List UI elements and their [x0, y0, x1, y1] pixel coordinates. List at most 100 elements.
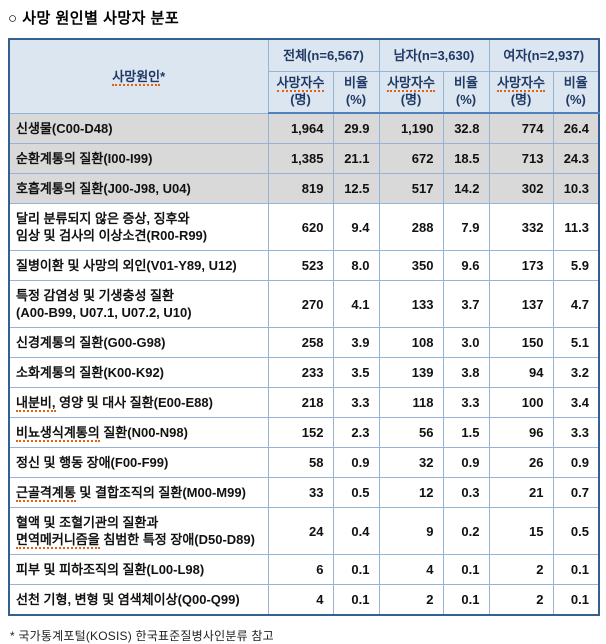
table-row: 비뇨생식계통의 질환(N00-N98) 152 2.3 56 1.5 96 3.3: [8, 417, 600, 448]
female-count-cell: 15: [488, 507, 554, 555]
misspelling-underline: 비뇨생식계통의: [16, 425, 100, 442]
cause-cell: 정신 및 행동 장애(F00-F99): [8, 447, 269, 478]
column-header-cause: 사망원인*: [8, 38, 269, 114]
female-pct-cell: 0.1: [552, 554, 600, 585]
cause-cell: 비뇨생식계통의 질환(N00-N98): [8, 417, 269, 448]
table-row: 특정 감염성 및 기생충성 질환 (A00-B99, U07.1, U07.2, …: [8, 280, 600, 328]
male-pct-cell: 0.1: [442, 584, 490, 616]
male-pct-cell: 0.3: [442, 477, 490, 508]
table-row: 내분비, 영양 및 대사 질환(E00-E88) 218 3.3 118 3.3 100 3…: [8, 387, 600, 418]
total-pct-cell: 4.1: [332, 280, 380, 328]
male-count-cell: 288: [378, 203, 444, 251]
male-pct-subheader: 비율 (%): [442, 71, 490, 114]
table-row: 근골격계통 및 결합조직의 질환(M00-M99) 33 0.5 12 0.3 21 0.7: [8, 477, 600, 508]
female-pct-cell: 3.2: [552, 357, 600, 388]
misspelling-underline: 사망자수: [387, 75, 435, 92]
male-pct-cell: 1.5: [442, 417, 490, 448]
male-pct-cell: 0.9: [442, 447, 490, 478]
female-count-cell: 302: [488, 173, 554, 204]
female-count-cell: 96: [488, 417, 554, 448]
total-pct-cell: 2.3: [332, 417, 380, 448]
total-pct-cell: 12.5: [332, 173, 380, 204]
female-pct-cell: 5.1: [552, 327, 600, 358]
female-count-cell: 26: [488, 447, 554, 478]
cause-cell: 호흡계통의 질환(J00-J98, U04): [8, 173, 269, 204]
total-count-cell: 270: [267, 280, 334, 328]
cause-cell: 피부 및 피하조직의 질환(L00-L98): [8, 554, 269, 585]
table-row: 달리 분류되지 않은 증상, 징후와 임상 및 검사의 이상소견(R00-R99)…: [8, 203, 600, 251]
total-pct-cell: 0.1: [332, 584, 380, 616]
male-count-cell: 672: [378, 143, 444, 174]
male-count-subheader: 사망자수 (명): [378, 71, 444, 114]
female-count-cell: 332: [488, 203, 554, 251]
misspelling-underline: 면역메커니즘을: [16, 532, 100, 549]
cause-cell: 내분비, 영양 및 대사 질환(E00-E88): [8, 387, 269, 418]
male-count-cell: 133: [378, 280, 444, 328]
male-count-cell: 32: [378, 447, 444, 478]
cause-cell: 신생물(C00-D48): [8, 112, 269, 144]
source-footnote: * 국가통계포털(KOSIS) 한국표준질병사인분류 참고: [10, 629, 274, 643]
total-count-cell: 258: [267, 327, 334, 358]
table-row: 호흡계통의 질환(J00-J98, U04) 819 12.5 517 14.2 302 1…: [8, 173, 600, 204]
column-header-male: 남자(n=3,630): [378, 38, 490, 72]
total-count-cell: 33: [267, 477, 334, 508]
misspelling-underline: 사망자수: [276, 75, 325, 92]
male-pct-cell: 3.7: [442, 280, 490, 328]
female-pct-cell: 5.9: [552, 250, 600, 281]
total-count-cell: 819: [267, 173, 334, 204]
female-pct-cell: 11.3: [552, 203, 600, 251]
column-header-total: 전체(n=6,567): [267, 38, 380, 72]
female-pct-cell: 3.3: [552, 417, 600, 448]
male-count-cell: 2: [378, 584, 444, 616]
death-cause-table: 사망원인* 전체(n=6,567) 남자(n=3,630) 여자(n=2,937…: [8, 38, 600, 616]
table-row: 정신 및 행동 장애(F00-F99) 58 0.9 32 0.9 26 0.9: [8, 447, 600, 478]
total-pct-cell: 9.4: [332, 203, 380, 251]
female-pct-cell: 24.3: [552, 143, 600, 174]
female-pct-subheader: 비율 (%): [552, 71, 600, 114]
male-count-cell: 1,190: [378, 112, 444, 144]
table-row: 질병이환 및 사망의 외인(V01-Y89, U12) 523 8.0 350 9.6 1…: [8, 250, 600, 281]
cause-cell: 순환계통의 질환(I00-I99): [8, 143, 269, 174]
male-pct-cell: 0.2: [442, 507, 490, 555]
male-count-cell: 9: [378, 507, 444, 555]
female-count-cell: 2: [488, 554, 554, 585]
female-pct-cell: 0.9: [552, 447, 600, 478]
table-row: 순환계통의 질환(I00-I99) 1,385 21.1 672 18.5 713 24.3: [8, 143, 600, 174]
total-count-cell: 620: [267, 203, 334, 251]
total-count-cell: 218: [267, 387, 334, 418]
female-count-cell: 21: [488, 477, 554, 508]
total-count-cell: 6: [267, 554, 334, 585]
misspelling-underline: 근골격계통: [16, 485, 76, 502]
total-pct-cell: 0.5: [332, 477, 380, 508]
cause-cell: 소화계통의 질환(K00-K92): [8, 357, 269, 388]
table-row: 혈액 및 조혈기관의 질환과 면역메커니즘을 침범한 특정 장애(D50-D89)…: [8, 507, 600, 555]
male-pct-cell: 18.5: [442, 143, 490, 174]
male-count-cell: 139: [378, 357, 444, 388]
female-pct-cell: 0.7: [552, 477, 600, 508]
total-pct-cell: 21.1: [332, 143, 380, 174]
table-row: 소화계통의 질환(K00-K92) 233 3.5 139 3.8 94 3.2: [8, 357, 600, 388]
male-pct-cell: 7.9: [442, 203, 490, 251]
cause-cell: 질병이환 및 사망의 외인(V01-Y89, U12): [8, 250, 269, 281]
female-count-cell: 150: [488, 327, 554, 358]
male-count-cell: 4: [378, 554, 444, 585]
female-count-cell: 2: [488, 584, 554, 616]
misspelling-underline: 사망원인: [112, 68, 161, 86]
total-count-cell: 4: [267, 584, 334, 616]
male-pct-cell: 0.1: [442, 554, 490, 585]
total-count-subheader: 사망자수 (명): [267, 71, 334, 114]
total-pct-cell: 29.9: [332, 112, 380, 144]
total-count-cell: 152: [267, 417, 334, 448]
female-pct-cell: 10.3: [552, 173, 600, 204]
female-pct-cell: 26.4: [552, 112, 600, 144]
female-count-cell: 713: [488, 143, 554, 174]
total-pct-cell: 0.9: [332, 447, 380, 478]
male-pct-cell: 9.6: [442, 250, 490, 281]
cause-cell: 혈액 및 조혈기관의 질환과 면역메커니즘을 침범한 특정 장애(D50-D89): [8, 507, 269, 555]
total-pct-cell: 0.1: [332, 554, 380, 585]
total-count-cell: 58: [267, 447, 334, 478]
cause-cell: 선천 기형, 변형 및 염색체이상(Q00-Q99): [8, 584, 269, 616]
female-count-cell: 100: [488, 387, 554, 418]
total-pct-cell: 3.5: [332, 357, 380, 388]
